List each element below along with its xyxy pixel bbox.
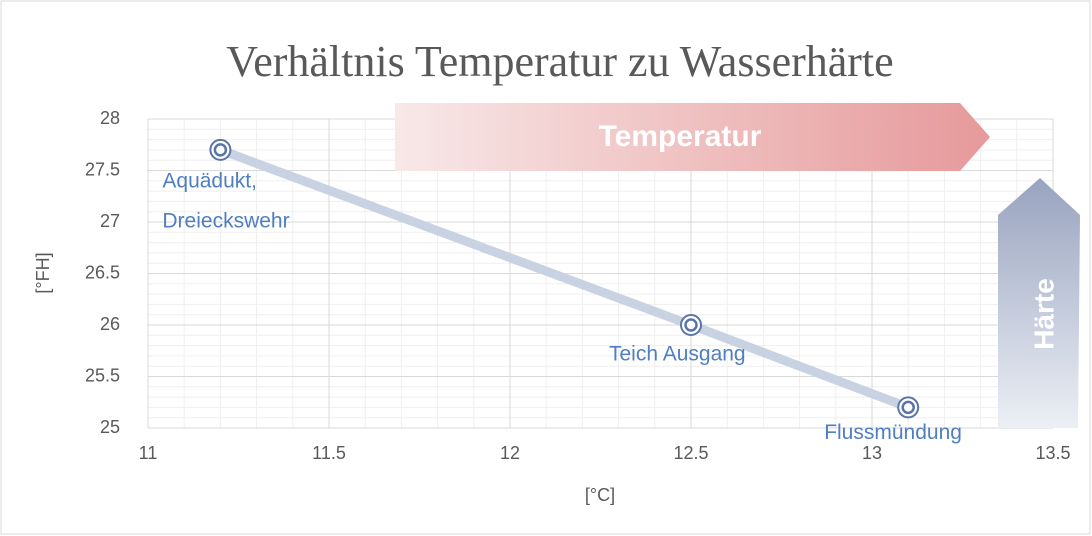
x-tick-label: 13	[862, 443, 882, 463]
point-inner	[213, 143, 228, 157]
temperature-arrow	[395, 103, 990, 171]
point-label: Dreieckswehr	[162, 209, 289, 232]
point-label: Teich Ausgang	[609, 343, 746, 366]
x-axis-label: [°C]	[585, 485, 615, 505]
y-tick-label: 26	[100, 314, 120, 334]
x-tick-label: 12.5	[673, 443, 708, 463]
point-label: Aquädukt,	[162, 169, 257, 192]
x-tick-label: 13.5	[1035, 443, 1070, 463]
point-inner	[901, 400, 915, 415]
point	[209, 138, 232, 161]
y-axis-label: [°FH]	[33, 252, 53, 293]
point-inner	[684, 318, 698, 332]
hardness-arrow	[998, 178, 1080, 428]
y-tick-label: 25.5	[85, 365, 120, 385]
annotation: Temperatur	[599, 120, 762, 153]
x-tick-label: 11	[139, 443, 158, 463]
y-tick-label: 28	[100, 108, 120, 128]
x-tick-label: 11.5	[312, 443, 346, 463]
x-tick-label: 12	[500, 443, 520, 463]
y-tick-label: 27.5	[85, 159, 120, 179]
y-tick-label: 25	[100, 417, 120, 437]
y-tick-label: 26.5	[85, 262, 120, 282]
marks: Aquädukt, Dreieckswehr Teich Ausgang Flussm…	[162, 138, 962, 444]
annotation: Härte	[1028, 278, 1059, 350]
y-tick-label: 27	[100, 211, 120, 231]
point-label: Flussmündung	[824, 421, 962, 444]
chart-title: Verhältnis Temperatur zu Wasserhärte	[226, 37, 893, 86]
point	[897, 396, 920, 419]
point	[680, 314, 702, 336]
